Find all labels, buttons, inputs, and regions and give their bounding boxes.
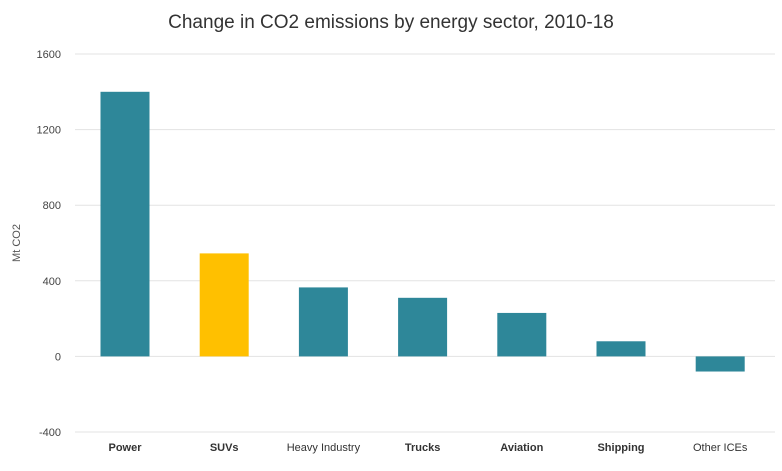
gridlines <box>75 53 775 433</box>
bar-suvs <box>199 253 249 357</box>
bar-shipping <box>596 341 646 357</box>
y-tick-label: 0 <box>55 351 61 363</box>
bar-trucks <box>398 297 448 357</box>
y-axis-label: Mt CO2 <box>11 224 23 262</box>
x-tick-label: Other ICEs <box>693 442 748 454</box>
chart-title: Change in CO2 emissions by energy sector… <box>168 12 614 33</box>
x-tick-label: Shipping <box>597 442 644 454</box>
y-tick-label: -400 <box>39 427 61 439</box>
x-tick-label: Heavy Industry <box>287 442 361 454</box>
x-tick-label: SUVs <box>210 442 239 454</box>
y-tick-label: 800 <box>43 200 61 212</box>
y-tick-label: 1200 <box>37 125 61 137</box>
bar-aviation <box>497 312 547 357</box>
x-tick-label: Aviation <box>500 442 543 454</box>
bar-other-ices <box>695 356 745 372</box>
x-axis-labels: Power SUVs Heavy Industry Trucks Aviation Shi… <box>108 442 747 454</box>
bars <box>100 91 745 372</box>
y-axis-ticks: -400 0 400 800 1200 1600 <box>37 49 61 439</box>
y-tick-label: 1600 <box>37 49 61 61</box>
x-tick-label: Trucks <box>405 442 440 454</box>
x-tick-label: Power <box>108 442 142 454</box>
bar-heavy-industry <box>298 287 348 357</box>
y-tick-label: 400 <box>43 276 61 288</box>
bar-power <box>100 91 150 357</box>
